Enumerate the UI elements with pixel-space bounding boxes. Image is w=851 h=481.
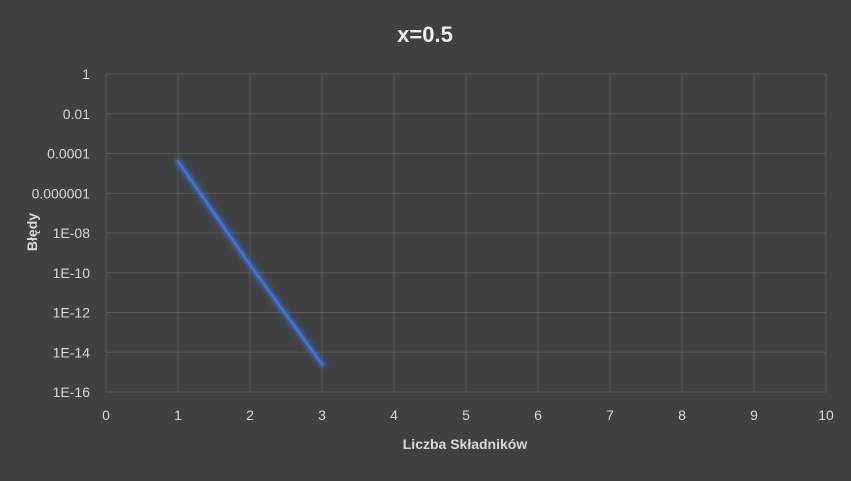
data-point — [320, 362, 324, 366]
y-tick-label: 1E-10 — [53, 265, 91, 281]
tick-layer: 0 1 2 3 4 5 6 7 8 9 10 1 0.01 0.0001 0.000001 1E-08 1E-1… — [32, 66, 834, 423]
data-point — [248, 263, 252, 267]
x-tick-label: 7 — [606, 407, 614, 423]
x-tick-label: 0 — [102, 407, 110, 423]
y-tick-label: 1E-16 — [53, 384, 91, 400]
x-tick-label: 1 — [174, 407, 182, 423]
x-tick-label: 9 — [750, 407, 758, 423]
x-tick-label: 8 — [678, 407, 686, 423]
y-tick-label: 1E-12 — [53, 305, 91, 321]
y-tick-label: 0.01 — [63, 106, 90, 122]
chart-title: x=0.5 — [397, 22, 453, 47]
x-axis-title: Liczba Składników — [403, 436, 528, 452]
y-tick-label: 1E-08 — [53, 225, 91, 241]
y-axis-title: Błędy — [24, 213, 40, 251]
x-tick-label: 3 — [318, 407, 326, 423]
x-tick-label: 2 — [246, 407, 254, 423]
y-tick-label: 1 — [82, 66, 90, 82]
grid-layer — [105, 73, 827, 393]
y-tick-label: 0.000001 — [32, 185, 91, 201]
x-tick-label: 4 — [390, 407, 398, 423]
x-tick-label: 5 — [462, 407, 470, 423]
x-tick-label: 6 — [534, 407, 542, 423]
series-layer — [174, 157, 326, 369]
data-point — [176, 159, 180, 163]
y-tick-label: 0.0001 — [47, 146, 90, 162]
x-tick-label: 10 — [818, 407, 834, 423]
y-tick-label: 1E-14 — [53, 344, 91, 360]
